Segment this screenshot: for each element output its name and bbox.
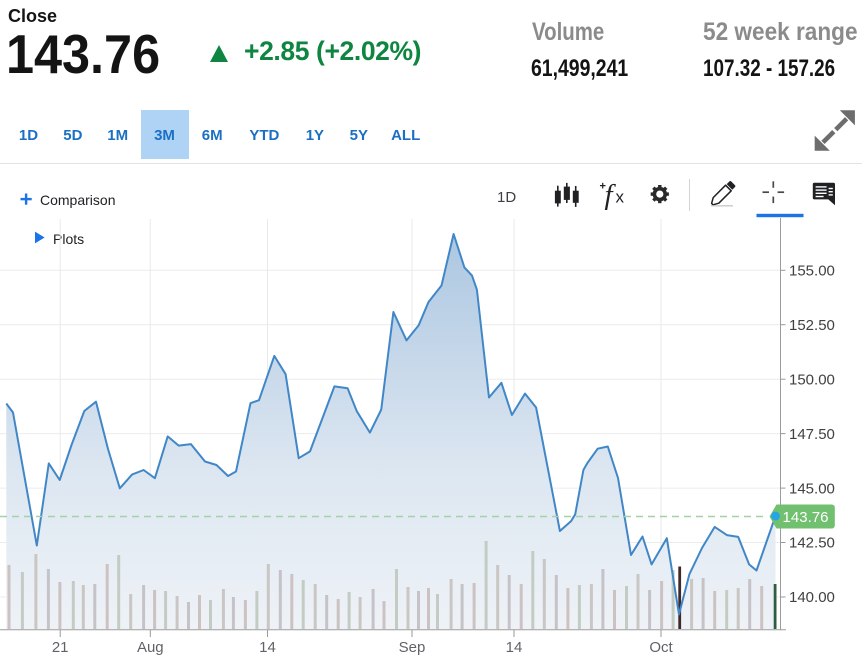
svg-text:142.50: 142.50 [789, 535, 835, 552]
svg-text:14: 14 [506, 639, 523, 656]
svg-text:x: x [616, 188, 625, 207]
svg-text:143.76: 143.76 [783, 509, 829, 526]
svg-text:155.00: 155.00 [789, 263, 835, 280]
svg-text:152.50: 152.50 [789, 317, 835, 334]
svg-text:21: 21 [52, 639, 69, 656]
svg-text:150.00: 150.00 [789, 371, 835, 388]
svg-text:1D: 1D [497, 189, 516, 206]
svg-text:145.00: 145.00 [789, 480, 835, 497]
svg-text:140.00: 140.00 [789, 589, 835, 606]
svg-text:Sep: Sep [399, 639, 426, 656]
svg-text:147.50: 147.50 [789, 426, 835, 443]
svg-text:Aug: Aug [137, 639, 164, 656]
svg-text:Oct: Oct [649, 639, 673, 656]
svg-text:14: 14 [259, 639, 276, 656]
svg-text:+: + [600, 181, 606, 193]
